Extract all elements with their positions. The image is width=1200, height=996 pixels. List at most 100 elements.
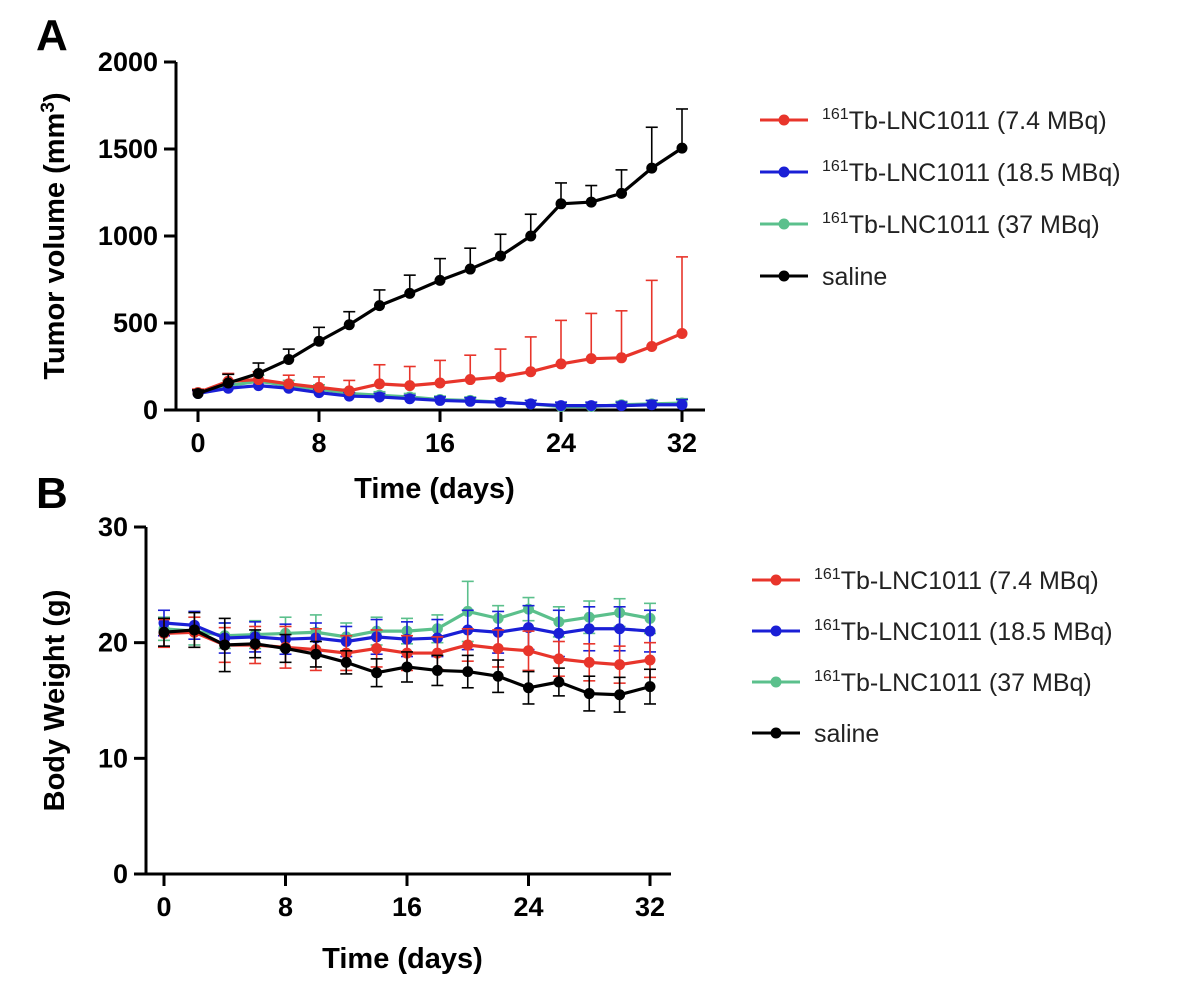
legend-marker	[770, 676, 782, 688]
data-point	[343, 385, 355, 397]
data-point	[676, 142, 688, 154]
x-tick-label: 8	[311, 428, 326, 458]
series-3	[158, 611, 656, 713]
data-point	[192, 387, 204, 399]
data-point	[614, 689, 626, 701]
panel-letter: B	[36, 469, 68, 518]
x-axis-title: Time (days)	[354, 473, 515, 505]
x-tick-label: 16	[425, 428, 455, 458]
data-point	[555, 198, 567, 210]
legend-label: 161Tb-LNC1011 (18.5 MBq)	[822, 158, 1121, 187]
data-point	[283, 354, 295, 366]
panel-letter: A	[36, 11, 68, 60]
data-point	[676, 327, 688, 339]
data-point	[434, 274, 446, 286]
y-tick-label: 2000	[98, 47, 158, 77]
legend-marker	[770, 574, 782, 586]
data-point	[371, 642, 383, 654]
data-point	[462, 639, 474, 651]
data-point	[525, 398, 537, 410]
data-point	[249, 638, 261, 650]
data-point	[374, 378, 385, 390]
panel-a: A 0 500 1000 1500 2000 0 8 16 24 32 Time (days) Tumo…	[36, 11, 1121, 505]
data-point	[313, 335, 325, 347]
x-tick-label: 0	[190, 428, 205, 458]
legend-label: 161Tb-LNC1011 (37 MBq)	[822, 210, 1100, 239]
legend-item: saline	[760, 263, 887, 291]
legend-item: 161Tb-LNC1011 (7.4 MBq)	[752, 566, 1099, 595]
data-point	[434, 377, 446, 389]
legend-item: 161Tb-LNC1011 (18.5 MBq)	[760, 158, 1121, 187]
y-tick-label: 1000	[98, 221, 158, 251]
data-point	[434, 394, 446, 406]
data-point	[616, 400, 627, 412]
data-point	[313, 381, 325, 393]
x-tick-label: 8	[278, 892, 293, 922]
legend-item: 161Tb-LNC1011 (37 MBq)	[752, 668, 1092, 697]
data-point	[431, 664, 443, 676]
legend-item: saline	[752, 720, 879, 748]
data-point	[525, 230, 537, 242]
legend-label: 161Tb-LNC1011 (7.4 MBq)	[814, 566, 1099, 595]
data-point	[553, 653, 565, 665]
data-point	[374, 391, 385, 403]
legend-item: 161Tb-LNC1011 (37 MBq)	[760, 210, 1100, 239]
legend-marker	[778, 218, 790, 230]
legend-label: saline	[822, 263, 887, 291]
data-point	[219, 639, 231, 651]
data-point	[583, 623, 595, 635]
data-point	[158, 626, 170, 638]
y-tick-label: 20	[98, 628, 128, 658]
data-point	[401, 661, 413, 673]
data-point	[644, 681, 656, 693]
data-point	[676, 399, 688, 411]
data-point	[310, 648, 322, 660]
data-point	[553, 627, 565, 639]
x-tick-label: 16	[392, 892, 422, 922]
data-point	[523, 645, 534, 657]
y-tick-label: 0	[143, 395, 158, 425]
panel-b: B 0 10 20 30 0 8 16 24 32 Time (days) Body Weight (…	[36, 469, 1113, 975]
legend-item: 161Tb-LNC1011 (18.5 MBq)	[752, 617, 1113, 646]
x-tick-label: 24	[513, 892, 543, 922]
data-point	[583, 688, 595, 700]
data-point	[280, 642, 291, 654]
data-point	[614, 659, 626, 671]
legend-marker	[778, 114, 790, 126]
data-point	[340, 656, 352, 668]
data-point	[523, 682, 534, 694]
y-tick-label: 0	[113, 859, 128, 889]
data-point	[646, 340, 658, 352]
data-point	[404, 380, 416, 392]
data-point	[646, 399, 658, 411]
y-tick-label: 1500	[98, 134, 158, 164]
data-point	[644, 625, 656, 637]
data-point	[343, 319, 355, 331]
data-point	[555, 358, 567, 370]
data-point	[492, 670, 504, 682]
data-point	[525, 366, 537, 378]
data-point	[495, 371, 506, 383]
x-tick-label: 0	[156, 892, 171, 922]
legend-label: 161Tb-LNC1011 (37 MBq)	[814, 668, 1092, 697]
data-point	[188, 624, 200, 636]
data-point	[462, 666, 474, 678]
legend-marker	[770, 625, 782, 637]
legend-label: saline	[814, 720, 879, 748]
data-point	[495, 250, 506, 262]
data-point	[464, 395, 476, 407]
data-point	[222, 377, 234, 389]
legend-marker	[778, 166, 790, 178]
legend-label: 161Tb-LNC1011 (7.4 MBq)	[822, 106, 1107, 135]
y-tick-label: 10	[98, 743, 128, 773]
x-axis-title: Time (days)	[322, 943, 483, 975]
x-tick-label: 32	[635, 892, 665, 922]
y-tick-label: 30	[98, 512, 128, 542]
y-axis-title: Tumor volume (mm3)	[38, 92, 72, 379]
data-point	[404, 287, 416, 299]
data-point	[553, 676, 565, 688]
y-axis-title: Body Weight (g)	[39, 590, 71, 812]
data-point	[644, 654, 656, 666]
data-point	[253, 367, 264, 379]
data-point	[585, 353, 597, 365]
